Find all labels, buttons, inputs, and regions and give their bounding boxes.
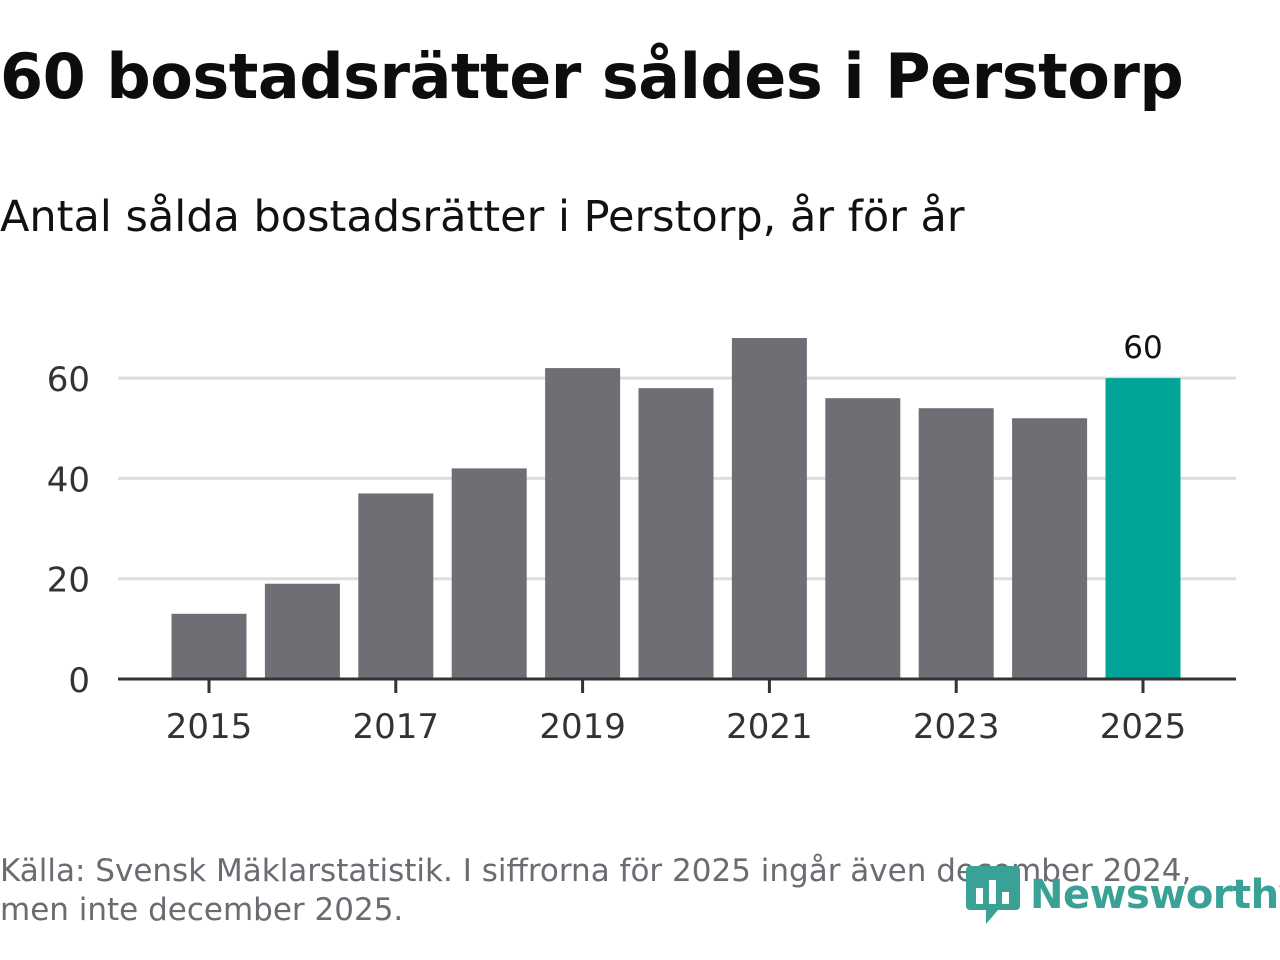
data-label-highlight: 60 <box>1123 330 1162 366</box>
newsworthy-logo: Newsworthy <box>964 862 1280 928</box>
y-tick-label: 40 <box>47 460 90 500</box>
x-tick-label: 2017 <box>353 707 440 747</box>
y-tick-label: 20 <box>47 561 90 601</box>
axes <box>118 677 1236 693</box>
bar-2018 <box>451 468 527 679</box>
bar-2021 <box>731 338 807 679</box>
x-tick-label: 2025 <box>1100 707 1187 747</box>
y-tick-label: 0 <box>68 661 90 701</box>
x-tick-label: 2019 <box>539 707 626 747</box>
bar-2024 <box>1012 418 1088 679</box>
chart-title: 60 bostadsrätter såldes i Perstorp <box>0 40 1184 113</box>
bar-chart: 0 20 40 60 60 2015 2017 2019 2021 2023 2025 <box>47 330 1236 747</box>
brand-name: Newsworthy <box>1030 872 1280 918</box>
bar-2020 <box>638 388 714 679</box>
bar-2025 <box>1105 378 1181 679</box>
bar-2019 <box>545 368 621 679</box>
newsworthy-logo-icon <box>966 866 1020 924</box>
y-tick-label: 60 <box>47 360 90 400</box>
bar-2022 <box>825 398 901 679</box>
chart-subtitle: Antal sålda bostadsrätter i Perstorp, år… <box>0 192 965 242</box>
bar-2017 <box>358 493 434 679</box>
labels: 0 20 40 60 60 2015 2017 2019 2021 2023 2025 <box>47 330 1187 747</box>
x-tick-label: 2023 <box>913 707 1000 747</box>
bar-2023 <box>918 408 994 679</box>
x-tick-label: 2021 <box>726 707 813 747</box>
bars <box>171 338 1181 679</box>
bar-2015 <box>171 613 247 679</box>
x-tick-label: 2015 <box>166 707 253 747</box>
bar-2016 <box>264 583 340 679</box>
